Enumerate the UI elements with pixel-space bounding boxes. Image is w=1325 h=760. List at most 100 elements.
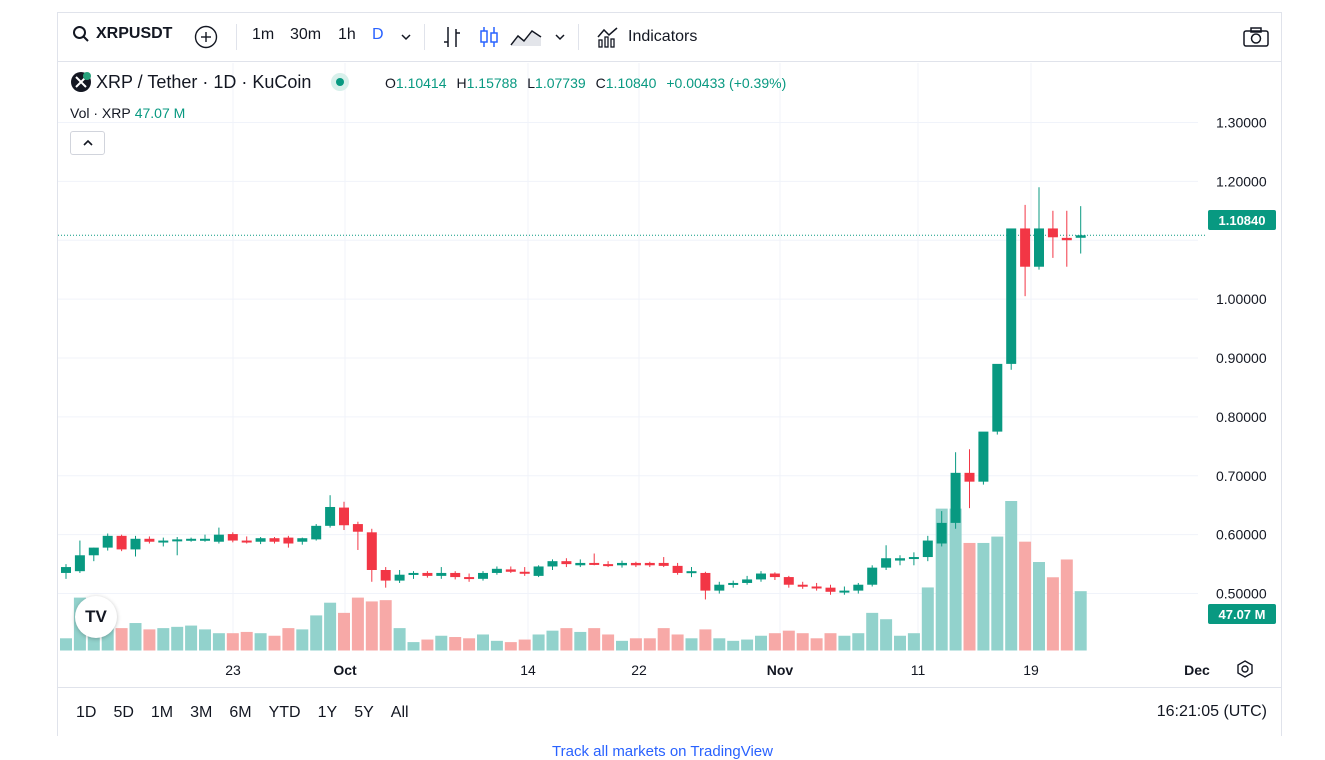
range-1m[interactable]: 1M [150, 703, 174, 721]
candle-body [102, 535, 113, 548]
candle-body [339, 507, 349, 526]
volume-bar [935, 508, 948, 651]
candle-body [130, 538, 141, 550]
symbol-search-button[interactable]: XRPUSDT [72, 25, 172, 43]
volume-bar [1046, 577, 1059, 651]
indicators-icon [597, 27, 618, 48]
candle-body [881, 558, 892, 568]
current-volume-tag: 47.07 M [1208, 604, 1276, 624]
range-1y[interactable]: 1Y [317, 703, 338, 721]
candle-body [783, 577, 794, 585]
candle-body [797, 584, 808, 587]
candle-body [811, 586, 822, 589]
tradingview-logo[interactable]: TV [75, 596, 117, 638]
candle-body [686, 571, 697, 574]
volume-bar [254, 633, 267, 651]
range-5d[interactable]: 5D [113, 703, 134, 721]
range-6m[interactable]: 6M [229, 703, 252, 721]
low-value: 1.07739 [535, 75, 586, 91]
candle-body [547, 561, 558, 567]
volume-bar [504, 642, 517, 651]
volume-bar [490, 640, 503, 651]
bar-chart-icon[interactable] [441, 25, 463, 49]
candle-body [269, 538, 280, 542]
volume-bar [866, 612, 879, 651]
price-chart[interactable]: 1.30000 1.20000 1.00000 0.90000 0.80000 0.700… [58, 63, 1281, 687]
collapse-legend-button[interactable] [70, 131, 105, 155]
volume-bar [671, 634, 684, 651]
volume-bar [435, 635, 448, 651]
price-tick-label: 0.50000 [1216, 586, 1267, 602]
high-value: 1.15788 [466, 75, 518, 91]
compare-add-icon[interactable] [194, 25, 218, 49]
volume-bar [268, 635, 281, 651]
candle-body [867, 567, 878, 585]
candle-body [436, 572, 447, 576]
price-tick-label: 1.30000 [1216, 114, 1267, 130]
candle-body [575, 562, 586, 566]
candle-body [644, 562, 655, 566]
volume-value: 47.07 M [134, 105, 186, 121]
price-tick-label: 0.80000 [1216, 409, 1267, 425]
candle-body [158, 540, 169, 543]
settings-icon[interactable] [1235, 659, 1255, 679]
interval-1h[interactable]: 1h [338, 26, 356, 43]
low-label: L [527, 75, 536, 91]
indicators-button[interactable]: Indicators [596, 25, 697, 49]
area-chart-icon[interactable] [510, 27, 542, 47]
volume-bar [796, 633, 809, 651]
candle-body [213, 534, 224, 542]
candle-body [992, 363, 1003, 432]
volume-bar [685, 638, 698, 651]
range-1d[interactable]: 1D [76, 703, 97, 721]
interval-1m[interactable]: 1m [252, 26, 275, 43]
candle-body [297, 538, 308, 542]
range-ytd[interactable]: YTD [268, 703, 301, 721]
range-selector: 1D 5D 1M 3M 6M YTD 1Y 5Y All [58, 704, 409, 722]
candle-body [603, 564, 614, 567]
top-toolbar: XRPUSDT 1m 30m 1h D [58, 13, 1281, 62]
range-5y[interactable]: 5Y [354, 703, 374, 721]
indicators-label: Indicators [628, 28, 698, 45]
volume-bar [226, 633, 239, 651]
interval-30m[interactable]: 30m [290, 26, 322, 43]
candle-body [658, 562, 669, 566]
open-label: O [385, 75, 396, 91]
candle-body [950, 472, 961, 523]
chevron-down-icon[interactable] [554, 32, 566, 42]
candle-body [311, 525, 322, 540]
volume-bar [629, 638, 642, 651]
chevron-down-icon[interactable] [400, 32, 412, 42]
symbol-label: XRPUSDT [96, 25, 173, 42]
candle-body [839, 590, 850, 593]
candle-body [200, 538, 210, 541]
volume-bar [518, 639, 531, 651]
search-icon [73, 26, 89, 42]
candle-body [1061, 237, 1072, 241]
volume-bar [393, 628, 406, 651]
candle-body [227, 534, 238, 541]
volume-bar [1033, 562, 1045, 651]
candles-icon[interactable] [478, 25, 500, 49]
range-3m[interactable]: 3M [190, 703, 213, 721]
candle-body [464, 577, 475, 580]
clock-utc[interactable]: 16:21:05 (UTC) [1156, 703, 1267, 720]
time-axis-label: 22 [631, 662, 647, 678]
candle-body [700, 572, 711, 591]
volume-bar [838, 635, 851, 651]
range-all[interactable]: All [390, 703, 409, 721]
volume-bar [907, 633, 920, 651]
current-price-tag: 1.10840 [1208, 210, 1276, 230]
candle-body [561, 561, 572, 565]
time-axis-label: Oct [333, 662, 357, 678]
volume-bar [477, 634, 489, 651]
candle-body [505, 569, 516, 572]
volume-bar [824, 633, 837, 651]
volume-bar [810, 638, 823, 651]
volume-bar [351, 597, 364, 651]
camera-icon[interactable] [1242, 25, 1270, 49]
candle-body [617, 562, 627, 566]
interval-d[interactable]: D [372, 26, 384, 43]
footer-link[interactable]: Track all markets on TradingView [552, 743, 773, 760]
candle-body [1034, 228, 1044, 267]
